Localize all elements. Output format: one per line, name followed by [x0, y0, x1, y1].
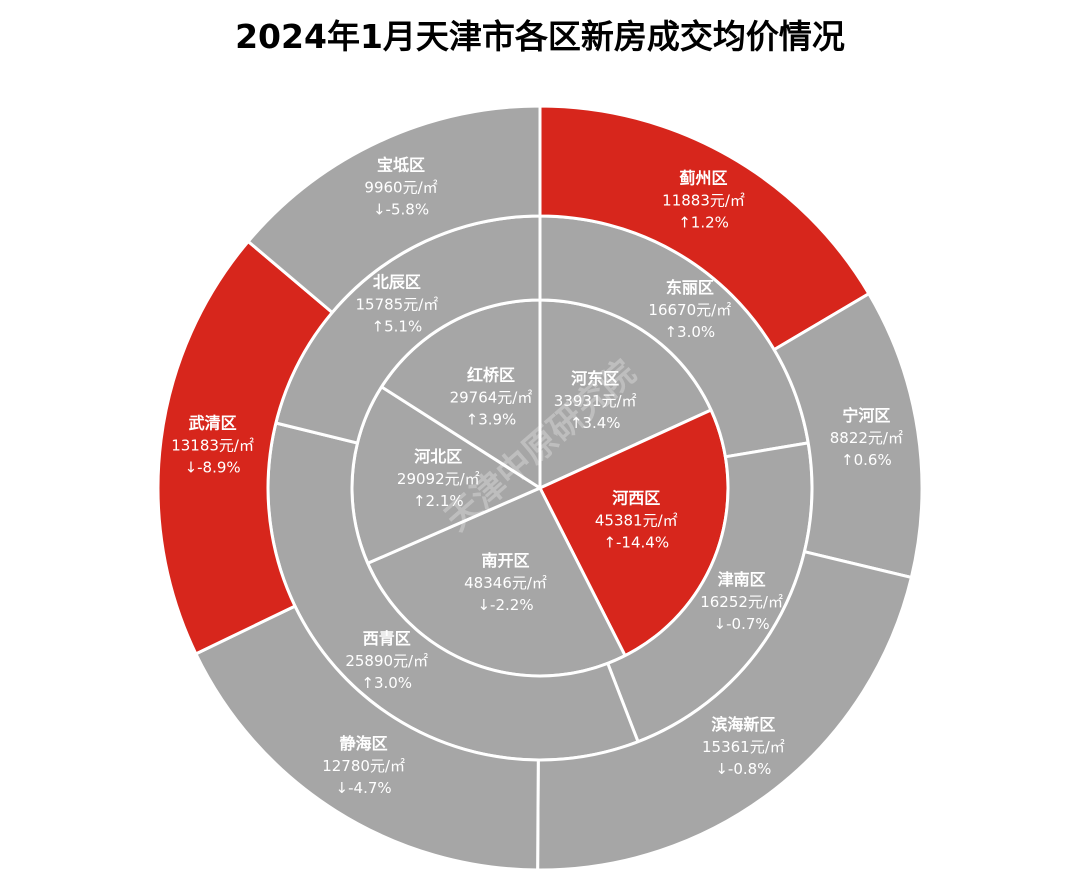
- slice-outer-5: [246, 104, 542, 314]
- label-value: 33931元/㎡: [554, 392, 637, 410]
- label-change: ↑5.1%: [372, 317, 423, 335]
- label-name: 津南区: [718, 570, 766, 589]
- label-name: 宁河区: [842, 406, 890, 425]
- label-change: ↓-4.7%: [336, 779, 392, 797]
- label-change: ↓-8.9%: [185, 458, 241, 476]
- label-outer-0: 蓟州区 11883元/㎡ ↑1.2%: [662, 168, 745, 231]
- label-change: ↓-5.8%: [373, 201, 429, 219]
- label-change: ↓-2.2%: [477, 596, 533, 614]
- labels-layer: 河东区 33931元/㎡ ↑3.4% 河西区 45381元/㎡ ↑-14.4% 南开区 483…: [171, 156, 903, 797]
- label-value: 9960元/㎡: [364, 179, 437, 197]
- label-name: 河西区: [612, 489, 660, 508]
- label-value: 29764元/㎡: [450, 389, 533, 407]
- label-value: 8822元/㎡: [830, 429, 903, 447]
- label-name: 西青区: [363, 629, 411, 648]
- label-change: ↑3.0%: [664, 323, 715, 341]
- label-outer-2: 滨海新区 15361元/㎡ ↓-0.8%: [702, 715, 785, 778]
- label-change: ↑2.1%: [413, 492, 464, 510]
- label-name: 北辰区: [373, 272, 421, 291]
- label-middle-2: 西青区 25890元/㎡ ↑3.0%: [345, 629, 428, 692]
- label-name: 河东区: [571, 369, 619, 388]
- label-middle-3: 北辰区 15785元/㎡ ↑5.1%: [355, 272, 438, 335]
- label-change: ↑1.2%: [678, 213, 729, 231]
- label-name: 东丽区: [666, 278, 714, 297]
- label-value: 25890元/㎡: [345, 652, 428, 670]
- label-name: 武清区: [189, 413, 237, 432]
- label-change: ↑0.6%: [841, 451, 892, 469]
- label-value: 15361元/㎡: [702, 738, 785, 756]
- label-change: ↑3.0%: [361, 674, 412, 692]
- label-name: 蓟州区: [679, 168, 728, 187]
- label-name: 红桥区: [467, 366, 515, 385]
- label-change: ↓-0.7%: [714, 615, 770, 633]
- label-value: 16252元/㎡: [700, 593, 783, 611]
- label-value: 11883元/㎡: [662, 191, 745, 209]
- label-inner-1: 河西区 45381元/㎡ ↑-14.4%: [595, 489, 678, 552]
- label-value: 15785元/㎡: [355, 295, 438, 313]
- label-value: 12780元/㎡: [322, 757, 405, 775]
- label-change: ↑3.9%: [466, 411, 517, 429]
- label-name: 宝坻区: [377, 156, 425, 175]
- label-outer-5: 宝坻区 9960元/㎡ ↓-5.8%: [364, 156, 437, 219]
- label-outer-4: 武清区 13183元/㎡ ↓-8.9%: [171, 413, 254, 476]
- label-change: ↓-0.8%: [715, 760, 771, 778]
- label-value: 29092元/㎡: [397, 470, 480, 488]
- label-inner-0: 河东区 33931元/㎡ ↑3.4%: [554, 369, 637, 432]
- slices-layer: [156, 104, 924, 872]
- label-value: 16670元/㎡: [648, 301, 731, 319]
- label-outer-1: 宁河区 8822元/㎡ ↑0.6%: [830, 406, 903, 469]
- label-inner-2: 南开区 48346元/㎡ ↓-2.2%: [464, 551, 547, 614]
- label-name: 河北区: [414, 447, 462, 466]
- label-middle-1: 津南区 16252元/㎡ ↓-0.7%: [700, 570, 783, 633]
- chart-title: 2024年1月天津市各区新房成交均价情况: [235, 17, 845, 56]
- label-value: 48346元/㎡: [464, 574, 547, 592]
- slice-outer-2: [536, 550, 913, 872]
- label-inner-4: 红桥区 29764元/㎡ ↑3.9%: [450, 366, 533, 429]
- label-change: ↑3.4%: [570, 414, 621, 432]
- label-value: 13183元/㎡: [171, 436, 254, 454]
- label-name: 滨海新区: [711, 715, 775, 734]
- label-name: 南开区: [482, 551, 530, 570]
- label-value: 45381元/㎡: [595, 512, 678, 530]
- label-middle-0: 东丽区 16670元/㎡ ↑3.0%: [648, 278, 731, 341]
- label-name: 静海区: [340, 734, 388, 753]
- label-outer-3: 静海区 12780元/㎡ ↓-4.7%: [322, 734, 405, 797]
- label-change: ↑-14.4%: [603, 534, 669, 552]
- label-inner-3: 河北区 29092元/㎡ ↑2.1%: [397, 447, 480, 510]
